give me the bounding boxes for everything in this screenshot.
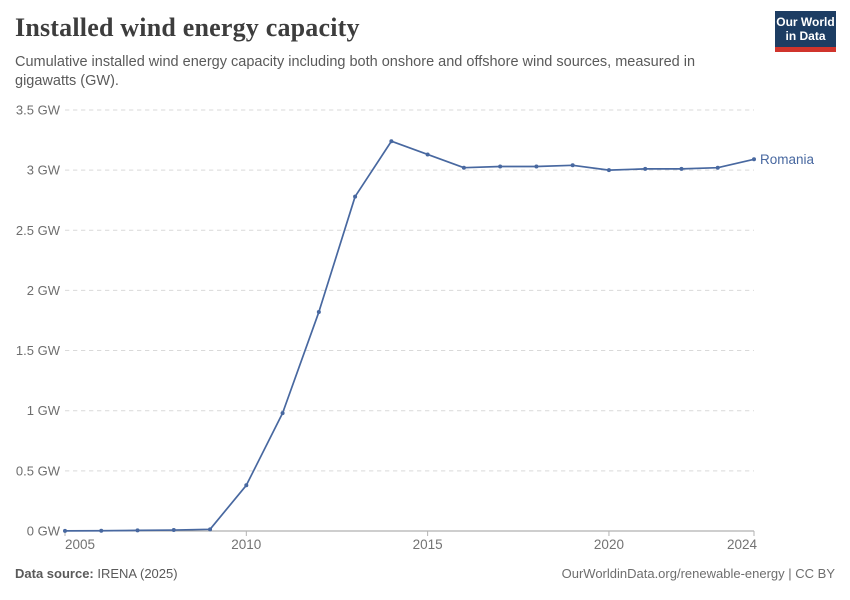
x-tick-label: 2024 bbox=[727, 537, 758, 552]
data-point[interactable] bbox=[461, 165, 466, 170]
data-point[interactable] bbox=[316, 310, 321, 315]
chart-footer: Data source: IRENA (2025) OurWorldinData… bbox=[15, 566, 835, 581]
owid-logo-line1: Our World bbox=[776, 15, 835, 29]
data-point[interactable] bbox=[63, 528, 67, 533]
data-point[interactable] bbox=[280, 411, 285, 416]
y-tick-label: 1 GW bbox=[27, 403, 61, 418]
data-point[interactable] bbox=[135, 528, 140, 533]
data-point[interactable] bbox=[752, 157, 756, 162]
entity-label[interactable]: Romania bbox=[760, 152, 815, 167]
y-tick-label: 3 GW bbox=[27, 163, 61, 178]
y-tick-label: 3.5 GW bbox=[16, 102, 61, 117]
footer-credits: OurWorldinData.org/renewable-energy | CC… bbox=[562, 566, 835, 581]
owid-url-link[interactable]: OurWorldinData.org/renewable-energy bbox=[561, 566, 785, 581]
chart-subtitle: Cumulative installed wind energy capacit… bbox=[15, 54, 696, 89]
data-point[interactable] bbox=[643, 166, 648, 171]
owid-logo[interactable]: Our World in Data bbox=[775, 11, 836, 52]
data-point[interactable] bbox=[389, 139, 394, 144]
x-tick-label: 2010 bbox=[231, 537, 261, 552]
data-point[interactable] bbox=[534, 164, 539, 169]
y-gridlines: 0 GW 0.5 GW 1 GW 1.5 GW 2 GW 2.5 GW 3 GW 3.5 GW bbox=[16, 102, 754, 539]
footer-separator: | bbox=[784, 566, 796, 581]
data-source-label: Data source: bbox=[15, 566, 94, 581]
data-point[interactable] bbox=[353, 194, 358, 199]
y-tick-label: 1.5 GW bbox=[16, 343, 61, 358]
data-point[interactable] bbox=[679, 166, 684, 171]
y-tick-label: 0 GW bbox=[27, 524, 61, 539]
license-label: CC BY bbox=[795, 566, 835, 581]
x-tick-label: 2020 bbox=[594, 537, 624, 552]
x-axis: 2005 2010 2015 2020 2024 bbox=[64, 531, 758, 552]
data-point[interactable] bbox=[715, 165, 720, 170]
data-point[interactable] bbox=[244, 483, 249, 488]
data-point[interactable] bbox=[498, 164, 503, 169]
page-title: Installed wind energy capacity bbox=[15, 13, 360, 42]
x-tick-label: 2005 bbox=[65, 537, 95, 552]
data-point[interactable] bbox=[99, 528, 104, 533]
data-point[interactable] bbox=[606, 168, 611, 173]
y-tick-label: 2 GW bbox=[27, 283, 61, 298]
data-point[interactable] bbox=[570, 163, 575, 168]
data-source: Data source: IRENA (2025) bbox=[15, 566, 178, 581]
data-point[interactable] bbox=[171, 528, 176, 533]
x-tick-label: 2015 bbox=[413, 537, 443, 552]
y-tick-label: 0.5 GW bbox=[16, 463, 61, 478]
data-source-name: IRENA (2025) bbox=[97, 566, 178, 581]
owid-logo-line2: in Data bbox=[785, 29, 826, 43]
y-tick-label: 2.5 GW bbox=[16, 223, 61, 238]
data-point[interactable] bbox=[425, 152, 430, 157]
data-point[interactable] bbox=[208, 527, 213, 532]
capacity-line[interactable] bbox=[64, 140, 755, 532]
data-points bbox=[63, 139, 756, 533]
